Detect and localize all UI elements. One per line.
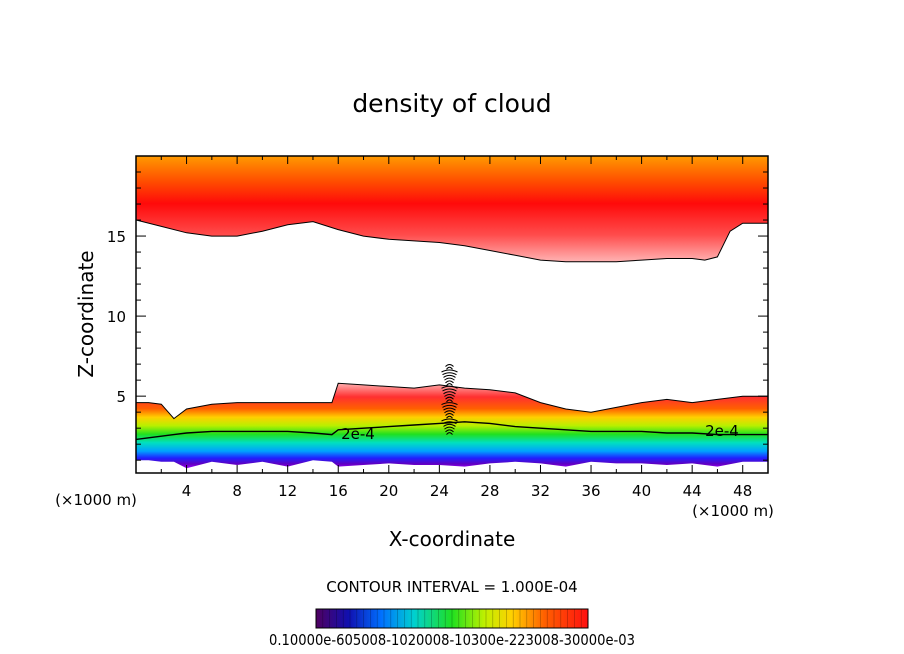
y-axis-label: Z-coordinate bbox=[74, 250, 98, 377]
contour-label-left: 2e-4 bbox=[341, 425, 375, 443]
lower-cloud-band bbox=[136, 383, 768, 469]
contour-interval-text: CONTOUR INTERVAL = 1.000E-04 bbox=[326, 578, 577, 596]
x-unit-label-left: (×1000 m) bbox=[55, 491, 137, 509]
x-tick-label: 20 bbox=[379, 482, 398, 500]
colorbar-border bbox=[315, 608, 589, 629]
x-tick-label: 36 bbox=[581, 482, 600, 500]
convective-plume bbox=[441, 364, 458, 435]
y-tick-label: 15 bbox=[107, 228, 126, 246]
colorbar-labels: 0.10000e-605008-1020008-10300e-223008-30… bbox=[269, 631, 635, 649]
colorbar bbox=[315, 608, 589, 629]
x-tick-label: 32 bbox=[531, 482, 550, 500]
x-tick-label: 12 bbox=[278, 482, 297, 500]
y-axis-ticks: 5 10 15 bbox=[107, 171, 768, 461]
x-tick-label: 40 bbox=[632, 482, 651, 500]
x-tick-label: 16 bbox=[329, 482, 348, 500]
x-tick-label: 48 bbox=[733, 482, 752, 500]
lower-band-contour bbox=[136, 382, 768, 420]
x-unit-label-right: (×1000 m) bbox=[692, 502, 774, 520]
chart-title: density of cloud bbox=[352, 89, 551, 118]
plot-frame bbox=[135, 155, 769, 474]
plot-area bbox=[136, 156, 768, 469]
colorbar-fill bbox=[316, 609, 588, 628]
x-tick-label: 4 bbox=[182, 482, 192, 500]
x-tick-label: 28 bbox=[480, 482, 499, 500]
x-tick-label: 44 bbox=[683, 482, 702, 500]
plume-contours bbox=[441, 364, 458, 435]
contour-label-right: 2e-4 bbox=[705, 422, 739, 440]
x-tick-label: 24 bbox=[430, 482, 449, 500]
upper-cloud-band bbox=[136, 156, 768, 262]
x-axis-ticks: 4 8 12 16 20 24 28 32 36 40 44 48 bbox=[160, 156, 752, 500]
x-axis-label: X-coordinate bbox=[389, 527, 516, 551]
x-tick-label: 8 bbox=[232, 482, 242, 500]
colorbar-bins bbox=[322, 609, 582, 628]
y-tick-label: 5 bbox=[116, 388, 126, 406]
upper-band-contour bbox=[136, 219, 768, 263]
contour-line-2e-4 bbox=[136, 421, 768, 441]
y-tick-label: 10 bbox=[107, 308, 126, 326]
